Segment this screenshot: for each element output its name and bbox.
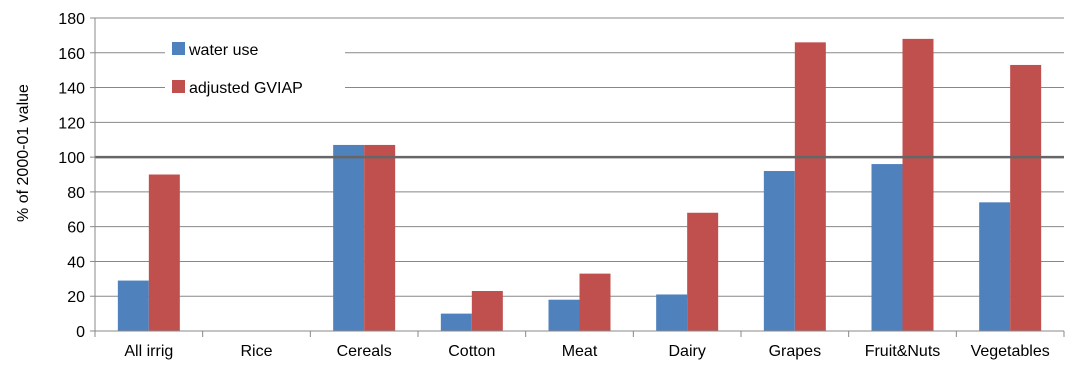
y-tick-label: 140	[58, 81, 85, 98]
y-axis-label: % of 2000-01 value	[15, 84, 32, 222]
y-tick-labels: 0 20 40 60 80 100 120 140 160 180	[58, 11, 85, 341]
bar-water-use-cereals	[333, 144, 365, 331]
x-tick-label: Cotton	[448, 343, 495, 360]
bar-water-use-dairy	[656, 294, 688, 331]
y-tick-label: 100	[58, 150, 85, 167]
bar-adjusted-gviap-dairy	[687, 212, 719, 331]
bar-water-use-cotton	[440, 313, 472, 331]
y-tick-label: 80	[67, 185, 85, 202]
bar-adjusted-gviap-cotton	[471, 291, 503, 331]
bar-water-use-meat	[548, 299, 580, 331]
x-tick-label: Rice	[240, 343, 272, 360]
bar-water-use-all-irrig	[117, 280, 149, 331]
axes	[90, 17, 1065, 337]
y-tick-label: 180	[58, 11, 85, 28]
x-tick-label: Fruit&Nuts	[865, 343, 941, 360]
x-tick-label: Grapes	[769, 343, 821, 360]
bar-water-use-grapes	[763, 171, 795, 331]
bar-adjusted-gviap-vegetables	[1010, 64, 1042, 331]
x-tick-label: Dairy	[668, 343, 705, 360]
x-tick-label: Vegetables	[971, 343, 1050, 360]
y-tick-label: 120	[58, 115, 85, 132]
bar-adjusted-gviap-meat	[579, 273, 611, 331]
legend-label: water use	[188, 42, 258, 59]
bar-water-use-fruit-nuts	[871, 164, 903, 331]
y-tick-label: 40	[67, 254, 85, 271]
bar-adjusted-gviap-all-irrig	[148, 174, 180, 331]
bar-adjusted-gviap-grapes	[794, 42, 826, 331]
legend-label: adjusted GVIAP	[189, 80, 303, 97]
legend-swatch	[172, 42, 185, 55]
bar-adjusted-gviap-fruit-nuts	[902, 38, 934, 331]
bars	[117, 38, 1042, 331]
x-tick-label: All irrig	[124, 343, 173, 360]
y-tick-label: 20	[67, 289, 85, 306]
legend: water use adjusted GVIAP	[172, 42, 303, 97]
x-tick-label: Meat	[562, 343, 598, 360]
bar-water-use-vegetables	[979, 202, 1011, 331]
y-tick-label: 0	[76, 324, 85, 341]
y-tick-label: 60	[67, 220, 85, 237]
y-tick-label: 160	[58, 46, 85, 63]
legend-swatch	[172, 80, 185, 93]
gridlines	[95, 17, 1064, 297]
x-tick-labels: All irrig Rice Cereals Cotton Meat Dairy Grape…	[124, 343, 1049, 360]
bar-adjusted-gviap-cereals	[364, 144, 396, 331]
x-tick-label: Cereals	[337, 343, 392, 360]
